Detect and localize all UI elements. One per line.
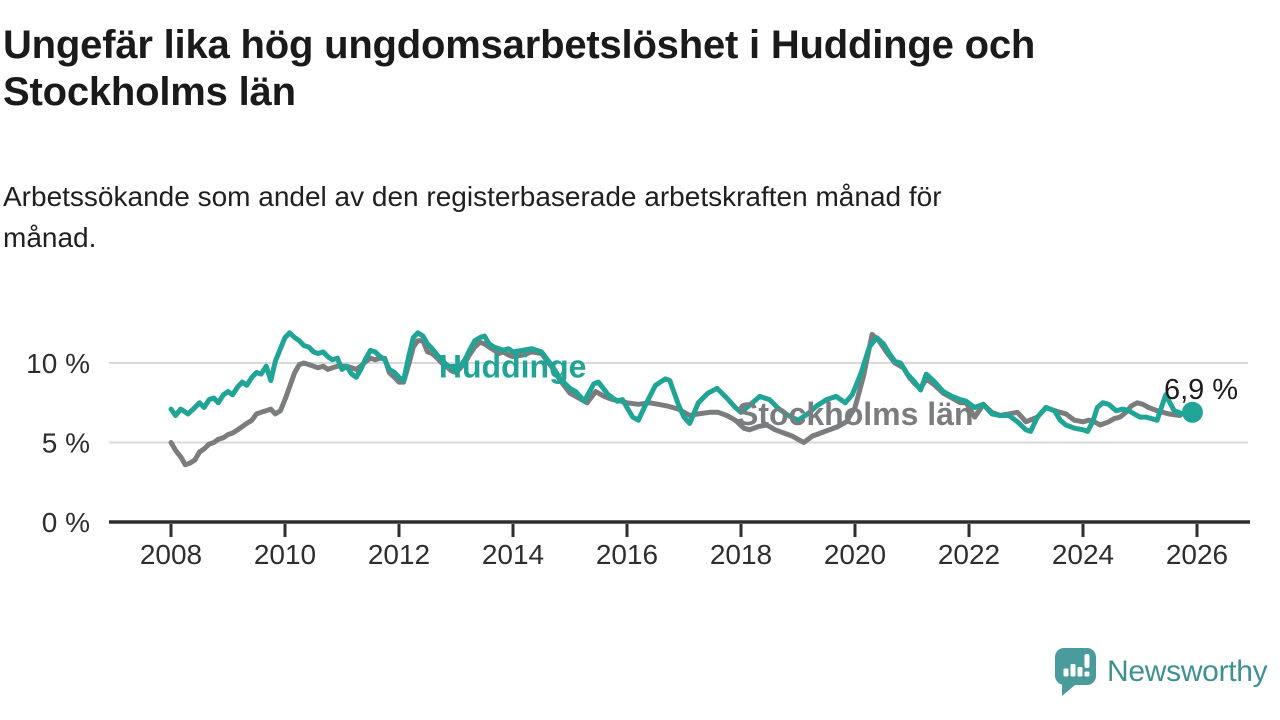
chart-subtitle: Arbetssökande som andel av den registerb… — [3, 181, 942, 253]
y-axis-tick-label: 5 % — [42, 428, 90, 459]
x-axis-tick-label: 2026 — [1166, 539, 1228, 570]
x-axis-tick-label: 2010 — [254, 539, 316, 570]
newsworthy-logo: Newsworthy — [1055, 648, 1268, 696]
y-axis-tick-label: 0 % — [42, 507, 90, 538]
x-axis-tick-label: 2024 — [1052, 539, 1114, 570]
newsworthy-logo-text: Newsworthy — [1107, 655, 1268, 688]
x-axis-tick-label: 2016 — [596, 539, 658, 570]
x-axis-tick-label: 2018 — [710, 539, 772, 570]
x-axis-tick-label: 2012 — [368, 539, 430, 570]
series-label-stockholms-l-n: Stockholms län — [737, 396, 974, 432]
y-axis-tick-label: 10 % — [26, 348, 90, 379]
x-axis-tick-label: 2022 — [938, 539, 1000, 570]
newsworthy-speech-bubble-icon — [1055, 648, 1096, 696]
series-line-huddinge — [168, 330, 1195, 434]
x-axis-tick-label: 2008 — [140, 539, 202, 570]
series-end-dot — [1181, 401, 1203, 423]
latest-value-annotation: 6,9 % — [1164, 374, 1238, 406]
chart-title: Ungefär lika hög ungdomsarbetslöshet i H… — [3, 23, 1036, 114]
x-axis-tick-label: 2014 — [482, 539, 544, 570]
series-label-huddinge: Huddinge — [439, 348, 587, 384]
x-axis-tick-label: 2020 — [824, 539, 886, 570]
